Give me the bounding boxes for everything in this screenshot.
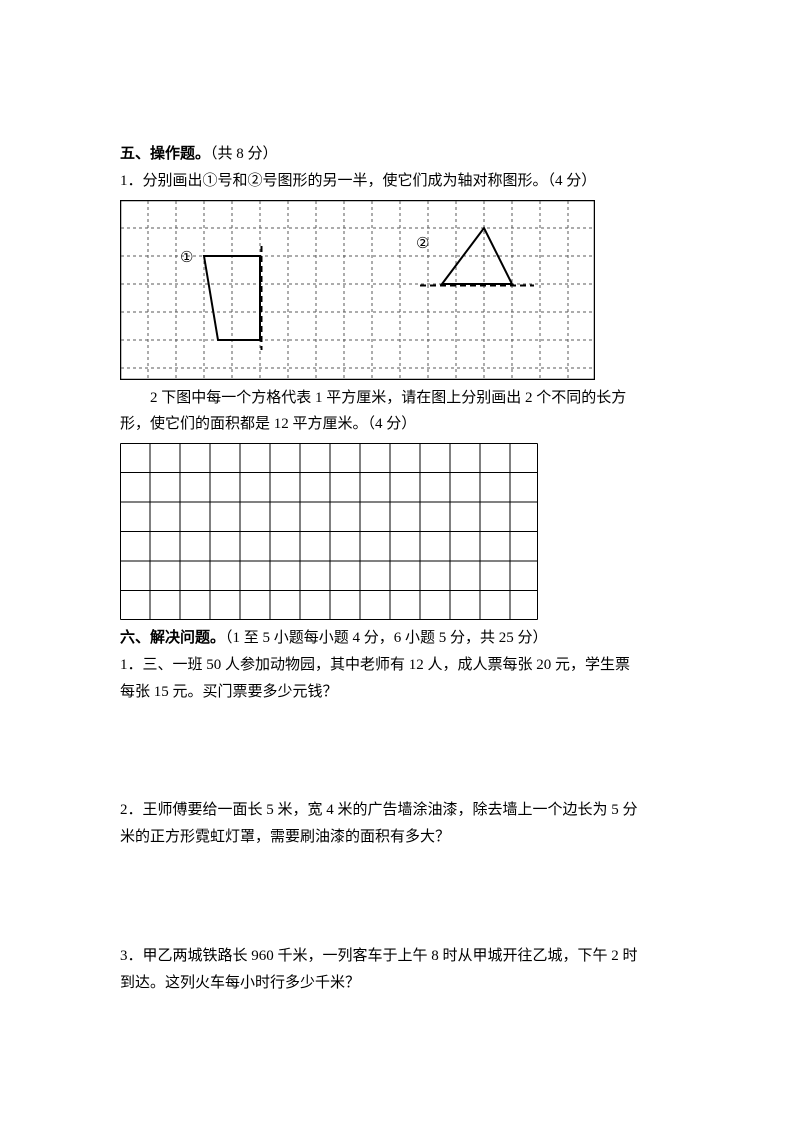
symmetry-grid: ① ② xyxy=(120,200,595,380)
section6-q1a: 1．三、一班 50 人参加动物园，其中老师有 12 人，成人票每张 20 元，学… xyxy=(120,653,680,678)
shape1-label: ① xyxy=(180,250,193,266)
shape2-label: ② xyxy=(416,236,429,252)
page-content: 五、操作题。（共 8 分） 1．分别画出①号和②号图形的另一半，使它们成为轴对称… xyxy=(0,0,800,1057)
section5-q2b: 形，使它们的面积都是 12 平方厘米。（4 分） xyxy=(120,412,680,437)
spacer xyxy=(120,706,680,796)
section5-title: 五、操作题。 xyxy=(120,146,210,162)
section6-points: （1 至 5 小题每小题 4 分，6 小题 5 分，共 25 分） xyxy=(225,630,548,646)
blank-grid xyxy=(120,443,538,620)
section6-q3b: 到达。这列火车每小时行多少千米？ xyxy=(120,971,680,996)
section6-heading: 六、解决问题。（1 至 5 小题每小题 4 分，6 小题 5 分，共 25 分） xyxy=(120,626,680,651)
section5-q1: 1．分别画出①号和②号图形的另一半，使它们成为轴对称图形。（4 分） xyxy=(120,169,680,194)
spacer xyxy=(120,852,680,942)
section5-q2a: 2 下图中每一个方格代表 1 平方厘米，请在图上分别画出 2 个不同的长方 xyxy=(120,386,680,411)
section5-points: （共 8 分） xyxy=(210,146,278,162)
section5-heading: 五、操作题。（共 8 分） xyxy=(120,142,680,167)
section6-title: 六、解决问题。 xyxy=(120,630,225,646)
section6-q2b: 米的正方形霓虹灯罩，需要刷油漆的面积有多大？ xyxy=(120,825,680,850)
section6-q1b: 每张 15 元。买门票要多少元钱？ xyxy=(120,680,680,705)
section6-q3a: 3．甲乙两城铁路长 960 千米，一列客车于上午 8 时从甲城开往乙城，下午 2… xyxy=(120,944,680,969)
section6-q2a: 2．王师傅要给一面长 5 米，宽 4 米的广告墙涂油漆，除去墙上一个边长为 5 … xyxy=(120,798,680,823)
